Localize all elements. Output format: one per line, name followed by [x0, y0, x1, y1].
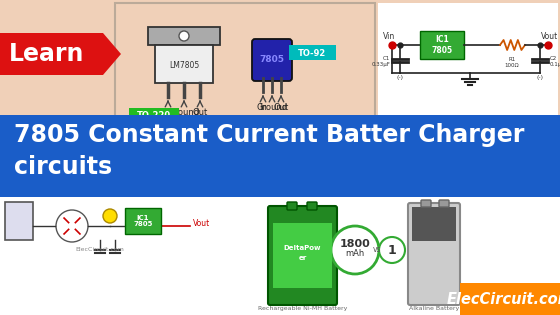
Text: Out: Out — [273, 103, 288, 112]
Circle shape — [103, 209, 117, 223]
Text: Alkaline Battery: Alkaline Battery — [409, 306, 459, 311]
FancyBboxPatch shape — [381, 135, 557, 153]
FancyBboxPatch shape — [0, 158, 560, 315]
FancyBboxPatch shape — [125, 208, 161, 234]
Text: In: In — [259, 103, 267, 112]
Text: C2
0.1µF: C2 0.1µF — [550, 56, 560, 67]
Text: mAh: mAh — [346, 249, 365, 259]
Text: Vout: Vout — [193, 220, 210, 228]
Text: ElecCircuit.com: ElecCircuit.com — [76, 247, 124, 252]
FancyBboxPatch shape — [0, 197, 560, 315]
Text: C1
0.33µF: C1 0.33µF — [371, 56, 390, 67]
FancyBboxPatch shape — [378, 3, 558, 153]
Text: In: In — [164, 108, 172, 117]
FancyBboxPatch shape — [287, 202, 297, 210]
Circle shape — [179, 31, 189, 41]
FancyBboxPatch shape — [0, 0, 560, 158]
FancyBboxPatch shape — [252, 39, 292, 81]
Text: DeltaPow: DeltaPow — [284, 245, 321, 251]
Text: TO-92: TO-92 — [298, 49, 326, 58]
Polygon shape — [0, 33, 121, 75]
FancyBboxPatch shape — [460, 283, 560, 315]
FancyBboxPatch shape — [408, 203, 460, 305]
FancyBboxPatch shape — [129, 108, 179, 123]
FancyBboxPatch shape — [268, 206, 337, 305]
FancyBboxPatch shape — [0, 115, 560, 197]
Text: Out: Out — [457, 24, 467, 29]
Text: Learn: Learn — [9, 42, 84, 66]
Text: R1
100Ω: R1 100Ω — [505, 57, 519, 68]
FancyBboxPatch shape — [420, 31, 464, 59]
FancyBboxPatch shape — [155, 45, 213, 83]
Text: vs: vs — [373, 245, 381, 255]
Text: LM7805: LM7805 — [169, 61, 199, 71]
Text: 1800: 1800 — [339, 239, 370, 249]
FancyBboxPatch shape — [289, 45, 336, 60]
Text: Ground: Ground — [169, 108, 199, 117]
Text: Bisic Constant Current using 7805: Bisic Constant Current using 7805 — [395, 140, 543, 148]
FancyBboxPatch shape — [412, 207, 456, 241]
Text: ElecCircuit.com: ElecCircuit.com — [446, 291, 560, 306]
Text: TO-220: TO-220 — [137, 112, 171, 121]
Text: Out: Out — [193, 108, 208, 117]
FancyBboxPatch shape — [115, 3, 375, 153]
Text: IC1
7805: IC1 7805 — [133, 215, 153, 227]
Text: (-): (-) — [536, 75, 544, 80]
Text: (-): (-) — [396, 75, 404, 80]
Text: Vin: Vin — [383, 32, 395, 41]
Text: 7805 Constant Current Batter Charger: 7805 Constant Current Batter Charger — [14, 123, 524, 147]
Text: er: er — [298, 255, 307, 261]
FancyBboxPatch shape — [421, 200, 431, 207]
Circle shape — [331, 226, 379, 274]
Text: In: In — [419, 24, 424, 29]
FancyBboxPatch shape — [148, 27, 220, 45]
Text: IC1
7805: IC1 7805 — [431, 35, 452, 55]
Text: Vout: Vout — [542, 32, 559, 41]
FancyBboxPatch shape — [439, 200, 449, 207]
FancyBboxPatch shape — [307, 202, 317, 210]
Circle shape — [379, 237, 405, 263]
Text: Ground: Ground — [256, 103, 288, 112]
FancyBboxPatch shape — [273, 223, 332, 288]
Text: 1: 1 — [388, 243, 396, 256]
Text: 7805: 7805 — [259, 55, 284, 65]
Text: Rechargeable Ni-MH Battery: Rechargeable Ni-MH Battery — [258, 306, 347, 311]
Text: circuits: circuits — [14, 155, 112, 179]
Text: ElecCircuit.com: ElecCircuit.com — [453, 136, 507, 142]
FancyBboxPatch shape — [5, 202, 33, 240]
